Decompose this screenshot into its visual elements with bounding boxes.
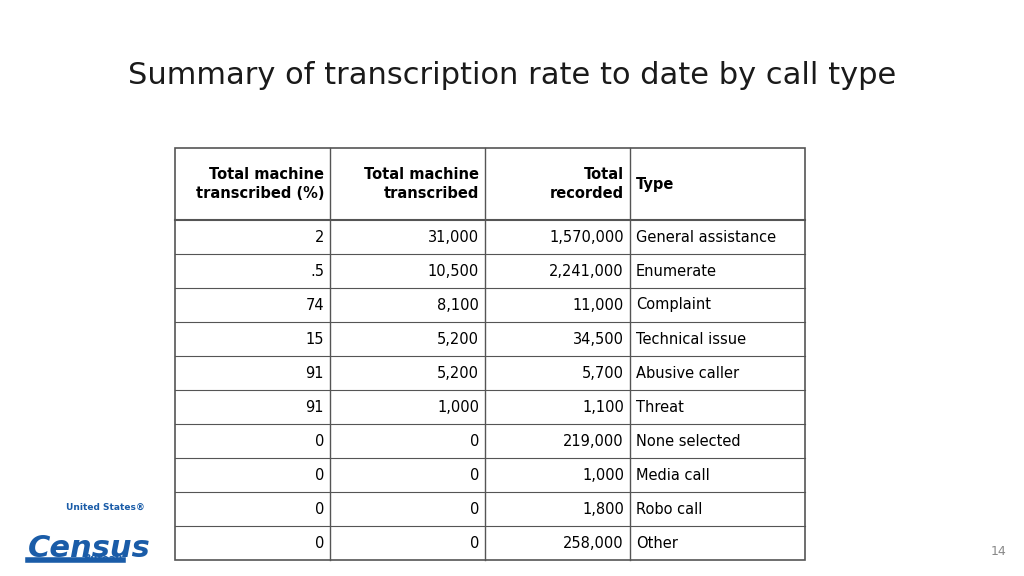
Text: General assistance: General assistance [636,229,776,244]
Text: 91: 91 [305,366,324,381]
Text: 8,100: 8,100 [437,297,479,313]
Text: 5,200: 5,200 [437,366,479,381]
Text: 34,500: 34,500 [573,332,624,347]
Text: 10,500: 10,500 [428,263,479,279]
Text: 1,800: 1,800 [582,502,624,517]
Text: 11,000: 11,000 [572,297,624,313]
Text: 15: 15 [305,332,324,347]
Text: 1,100: 1,100 [582,400,624,415]
Text: Census: Census [28,534,151,563]
Text: 1,570,000: 1,570,000 [549,229,624,244]
Text: 31,000: 31,000 [428,229,479,244]
Text: .5: .5 [310,263,324,279]
Text: 0: 0 [314,536,324,551]
Text: 0: 0 [470,468,479,483]
Text: 5,700: 5,700 [582,366,624,381]
Text: Robo call: Robo call [636,502,702,517]
Text: Type: Type [636,176,675,191]
Text: Other: Other [636,536,678,551]
Text: Abusive caller: Abusive caller [636,366,739,381]
Text: Total
recorded: Total recorded [550,167,624,201]
Text: 5,200: 5,200 [437,332,479,347]
Text: 1,000: 1,000 [437,400,479,415]
Bar [175,148,805,560]
Text: 91: 91 [305,400,324,415]
Text: Total machine
transcribed: Total machine transcribed [364,167,479,201]
Text: 0: 0 [314,434,324,449]
Text: None selected: None selected [636,434,740,449]
Text: 2: 2 [314,229,324,244]
Text: Complaint: Complaint [636,297,711,313]
Text: 0: 0 [470,536,479,551]
Text: 1,000: 1,000 [582,468,624,483]
Text: Technical issue: Technical issue [636,332,746,347]
Text: Media call: Media call [636,468,710,483]
Text: 0: 0 [470,434,479,449]
Text: Threat: Threat [636,400,684,415]
Text: 0: 0 [314,468,324,483]
Text: Total machine
transcribed (%): Total machine transcribed (%) [196,167,324,201]
Text: United States®: United States® [66,503,144,512]
Text: 0: 0 [470,502,479,517]
Text: Enumerate: Enumerate [636,263,717,279]
Text: 219,000: 219,000 [563,434,624,449]
Text: 14: 14 [990,545,1006,558]
Text: 258,000: 258,000 [563,536,624,551]
Text: Summary of transcription rate to date by call type: Summary of transcription rate to date by… [128,60,896,89]
Text: 74: 74 [305,297,324,313]
Text: 2,241,000: 2,241,000 [549,263,624,279]
Text: Bureau: Bureau [83,554,123,564]
Text: 0: 0 [314,502,324,517]
